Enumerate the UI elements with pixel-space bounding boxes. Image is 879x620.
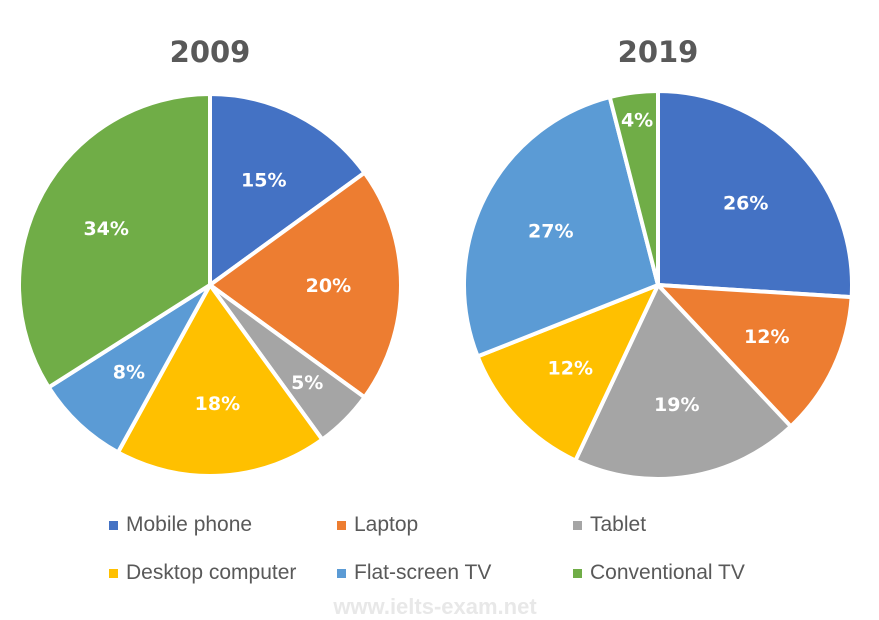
pie-slice-mobile-phone	[656, 89, 855, 300]
data-label: 15%	[241, 170, 286, 192]
pie-slice-desktop-computer	[475, 283, 660, 463]
data-label: 12%	[744, 326, 789, 348]
pie-slice-laptop	[656, 283, 854, 429]
data-label: 20%	[306, 275, 351, 297]
data-label: 18%	[195, 393, 240, 415]
pie-slice-tablet	[573, 283, 793, 481]
data-label: 4%	[621, 110, 653, 132]
chart-title: 2009	[170, 35, 251, 69]
pie-slice-flat-screen-tv	[462, 95, 660, 359]
data-label: 19%	[654, 394, 699, 416]
data-label: 34%	[83, 218, 128, 240]
pie-slice-laptop	[208, 170, 403, 400]
data-label: 26%	[723, 193, 768, 215]
data-label: 8%	[113, 361, 145, 383]
data-label: 27%	[528, 220, 573, 242]
pie-slice-desktop-computer	[115, 283, 325, 478]
watermark: www.ielts-exam.net	[333, 594, 537, 619]
pie-chart-2009: 2009 15% 20% 5% 18% 8% 34%	[17, 35, 403, 478]
chart-title: 2019	[618, 35, 699, 69]
pie-slice-conventional-tv	[17, 92, 212, 390]
pie-chart-2019: 2019 26% 12% 19% 12% 27% 4%	[462, 35, 855, 481]
pie-slice-mobile-phone	[208, 92, 367, 287]
pie-slice-conventional-tv	[607, 89, 660, 287]
data-label: 12%	[548, 357, 593, 379]
data-label: 5%	[291, 372, 323, 394]
